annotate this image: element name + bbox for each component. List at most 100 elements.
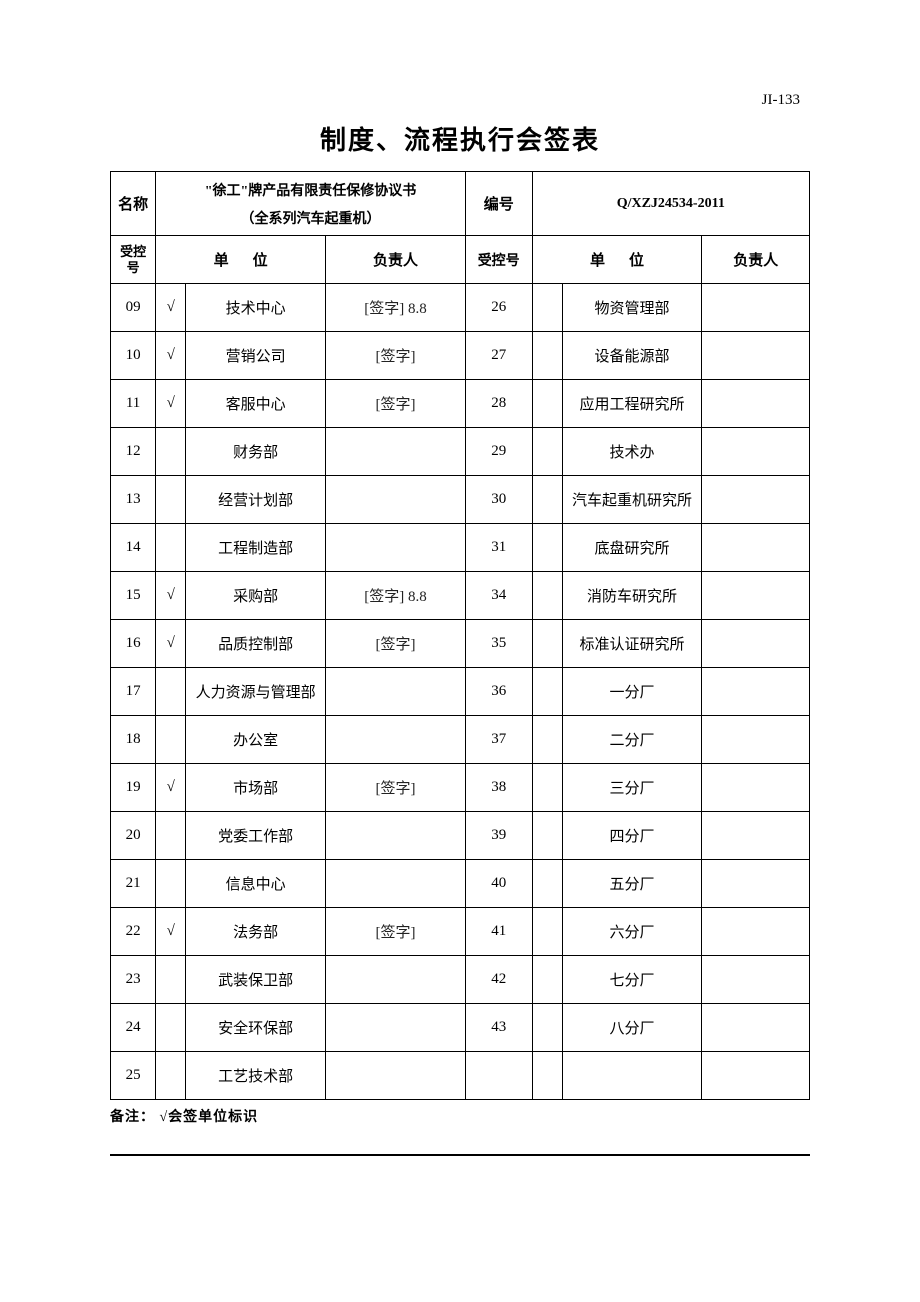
row-check — [532, 524, 562, 572]
row-signature — [702, 908, 810, 956]
row-check — [532, 1052, 562, 1100]
row-check — [532, 1004, 562, 1052]
row-signature: [签字] — [326, 620, 466, 668]
row-check: √ — [156, 572, 186, 620]
row-check — [156, 428, 186, 476]
row-signature — [326, 716, 466, 764]
row-signature: [签字] — [326, 380, 466, 428]
row-check: √ — [156, 908, 186, 956]
row-check — [532, 668, 562, 716]
table-row: 13经营计划部30汽车起重机研究所 — [111, 476, 810, 524]
row-num: 12 — [111, 428, 156, 476]
row-signature — [326, 1052, 466, 1100]
hdr-ctrl-left: 受控号 — [111, 236, 156, 284]
row-signature — [702, 1004, 810, 1052]
row-signature — [702, 668, 810, 716]
row-num: 20 — [111, 812, 156, 860]
hdr-code-label: 编号 — [465, 172, 532, 236]
table-row: 24安全环保部43八分厂 — [111, 1004, 810, 1052]
row-check: √ — [156, 620, 186, 668]
row-num: 19 — [111, 764, 156, 812]
row-num: 27 — [465, 332, 532, 380]
row-dept: 七分厂 — [562, 956, 702, 1004]
row-dept: 采购部 — [186, 572, 326, 620]
table-row: 19√市场部[签字]38三分厂 — [111, 764, 810, 812]
row-num: 24 — [111, 1004, 156, 1052]
row-dept: 客服中心 — [186, 380, 326, 428]
row-dept: 三分厂 — [562, 764, 702, 812]
row-check — [156, 668, 186, 716]
row-signature: [签字] 8.8 — [326, 572, 466, 620]
row-num: 10 — [111, 332, 156, 380]
row-signature — [702, 476, 810, 524]
row-signature: [签字] 8.8 — [326, 284, 466, 332]
hdr-ctrl-right: 受控号 — [465, 236, 532, 284]
table-row: 09√技术中心[签字] 8.826物资管理部 — [111, 284, 810, 332]
row-num: 30 — [465, 476, 532, 524]
row-num — [465, 1052, 532, 1100]
row-dept: 四分厂 — [562, 812, 702, 860]
row-num: 26 — [465, 284, 532, 332]
row-check — [532, 764, 562, 812]
table-row: 11√客服中心[签字]28应用工程研究所 — [111, 380, 810, 428]
row-check — [532, 812, 562, 860]
row-num: 22 — [111, 908, 156, 956]
row-signature — [326, 524, 466, 572]
table-row: 14工程制造部31底盘研究所 — [111, 524, 810, 572]
row-dept: 六分厂 — [562, 908, 702, 956]
row-num: 43 — [465, 1004, 532, 1052]
row-dept: 信息中心 — [186, 860, 326, 908]
row-check — [156, 1052, 186, 1100]
row-dept: 工艺技术部 — [186, 1052, 326, 1100]
row-signature — [702, 764, 810, 812]
row-check: √ — [156, 332, 186, 380]
row-num: 14 — [111, 524, 156, 572]
row-num: 25 — [111, 1052, 156, 1100]
row-dept: 一分厂 — [562, 668, 702, 716]
row-dept: 营销公司 — [186, 332, 326, 380]
row-num: 11 — [111, 380, 156, 428]
hdr-resp-left: 负责人 — [326, 236, 466, 284]
row-dept: 技术中心 — [186, 284, 326, 332]
table-row: 18办公室37二分厂 — [111, 716, 810, 764]
hdr-code-value: Q/XZJ24534-2011 — [532, 172, 809, 236]
table-row: 23武装保卫部42七分厂 — [111, 956, 810, 1004]
row-num: 09 — [111, 284, 156, 332]
row-dept: 设备能源部 — [562, 332, 702, 380]
row-check — [156, 524, 186, 572]
row-dept: 二分厂 — [562, 716, 702, 764]
row-num: 23 — [111, 956, 156, 1004]
row-num: 35 — [465, 620, 532, 668]
row-dept: 市场部 — [186, 764, 326, 812]
hdr-resp-right: 负责人 — [702, 236, 810, 284]
row-check — [532, 908, 562, 956]
table-row: 22√法务部[签字]41六分厂 — [111, 908, 810, 956]
row-signature — [326, 668, 466, 716]
row-dept: 应用工程研究所 — [562, 380, 702, 428]
table-row: 21信息中心40五分厂 — [111, 860, 810, 908]
row-dept: 经营计划部 — [186, 476, 326, 524]
row-dept — [562, 1052, 702, 1100]
row-num: 38 — [465, 764, 532, 812]
document-code: JI-133 — [762, 92, 800, 109]
row-signature — [702, 524, 810, 572]
hdr-name-line2: （全系列汽车起重机） — [156, 200, 465, 234]
row-num: 36 — [465, 668, 532, 716]
row-dept: 安全环保部 — [186, 1004, 326, 1052]
row-dept: 工程制造部 — [186, 524, 326, 572]
row-signature — [702, 860, 810, 908]
hdr-name-value: "徐工"牌产品有限责任保修协议书 （全系列汽车起重机） — [156, 172, 466, 236]
row-check — [532, 332, 562, 380]
table-row: 20党委工作部39四分厂 — [111, 812, 810, 860]
row-check — [532, 572, 562, 620]
row-num: 17 — [111, 668, 156, 716]
table-row: 12财务部29技术办 — [111, 428, 810, 476]
bottom-rule — [110, 1154, 810, 1156]
row-dept: 品质控制部 — [186, 620, 326, 668]
row-signature — [702, 620, 810, 668]
row-signature — [702, 284, 810, 332]
row-num: 31 — [465, 524, 532, 572]
row-num: 18 — [111, 716, 156, 764]
row-signature — [702, 572, 810, 620]
row-signature — [326, 1004, 466, 1052]
